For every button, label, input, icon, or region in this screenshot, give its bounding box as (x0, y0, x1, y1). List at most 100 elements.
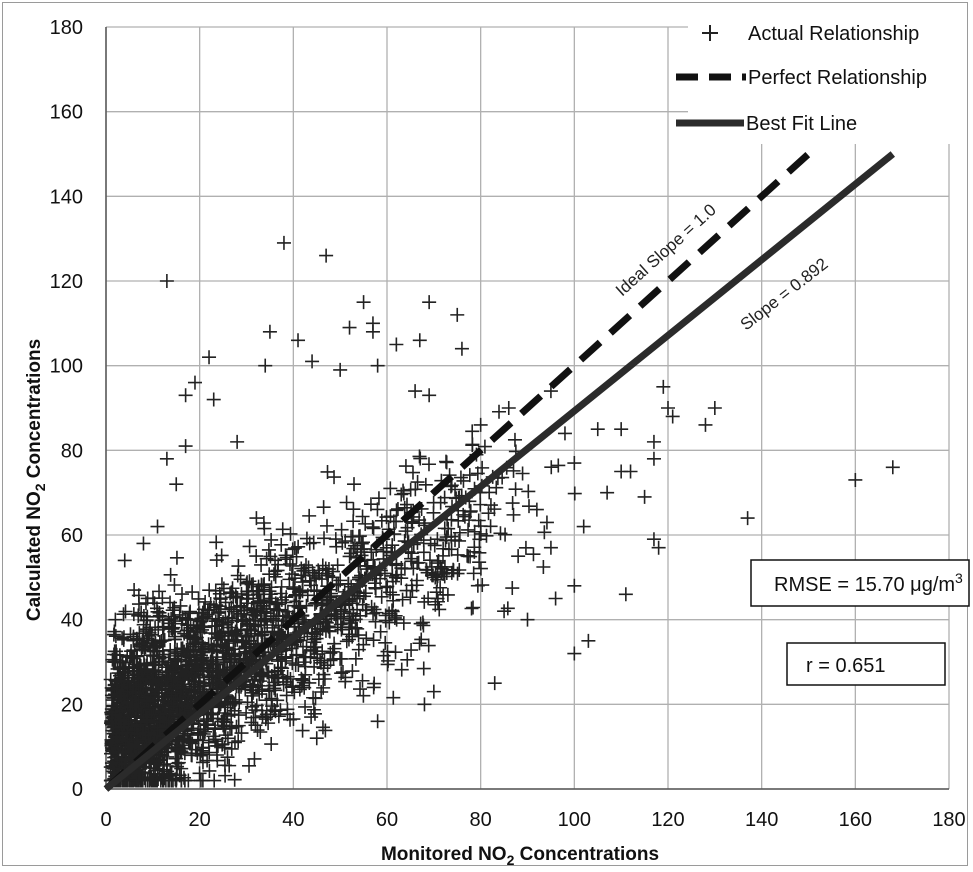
cloud-point (353, 608, 368, 623)
cloud-point (405, 465, 420, 480)
cloud-point (219, 655, 234, 670)
cloud-point (271, 557, 286, 572)
cloud-point (143, 676, 158, 691)
cloud-point (185, 585, 200, 600)
cloud-point (318, 723, 333, 738)
cloud-point (150, 720, 165, 735)
cloud-point (265, 699, 280, 714)
cloud-point (313, 622, 328, 637)
cloud-point (544, 460, 559, 475)
cloud-point (249, 549, 264, 564)
cloud-point (356, 688, 371, 703)
cloud-point (439, 455, 454, 470)
cloud-point (213, 628, 228, 643)
cloud-point (113, 712, 128, 727)
data-point (614, 422, 629, 437)
cloud-point (418, 477, 433, 492)
cloud-point (159, 713, 174, 728)
cloud-point (224, 721, 239, 736)
cloud-point (330, 609, 345, 624)
cloud-point (282, 572, 297, 587)
cloud-point (461, 522, 476, 537)
cloud-point (428, 570, 443, 585)
cloud-point (462, 468, 477, 483)
data-point (136, 536, 151, 551)
cloud-point (310, 647, 325, 662)
cloud-point (254, 628, 269, 643)
cloud-point (405, 583, 420, 598)
data-point (473, 417, 488, 432)
cloud-point (127, 660, 142, 675)
cloud-point (149, 757, 164, 772)
cloud-point (304, 578, 319, 593)
cloud-point (274, 537, 289, 552)
data-points (103, 235, 900, 788)
data-point (848, 472, 863, 487)
cloud-point (225, 611, 240, 626)
cloud-point (416, 618, 431, 633)
y-tick-labels: 0 20 40 60 80 100 120 140 160 180 (50, 17, 83, 801)
cloud-point (453, 470, 468, 485)
cloud-point (368, 614, 383, 629)
cloud-point (521, 499, 536, 514)
data-point (581, 633, 596, 648)
svg-text:RMSE = 15.70 μg/m3: RMSE = 15.70 μg/m3 (774, 570, 963, 596)
cloud-point (325, 570, 340, 585)
cloud-point (129, 718, 144, 733)
cloud-point (140, 712, 155, 727)
cloud-point (256, 668, 271, 683)
data-point (740, 511, 755, 526)
data-point (623, 464, 638, 479)
cloud-point (250, 594, 265, 609)
cloud-point (248, 703, 263, 718)
data-point (665, 409, 680, 424)
cloud-point (106, 627, 121, 642)
cloud-point (247, 607, 262, 622)
cloud-point (259, 707, 274, 722)
data-point (422, 388, 437, 403)
cloud-point (359, 603, 374, 618)
cloud-point (109, 681, 124, 696)
cloud-point (271, 603, 286, 618)
cloud-point (299, 598, 314, 613)
cloud-point (135, 640, 150, 655)
cloud-point (463, 504, 478, 519)
cloud-point (279, 688, 294, 703)
cloud-point (456, 473, 471, 488)
cloud-point (434, 564, 449, 579)
cloud-point (164, 611, 179, 626)
cloud-point (304, 710, 319, 725)
cloud-point (211, 604, 226, 619)
cloud-point (339, 634, 354, 649)
cloud-point (481, 506, 496, 521)
cloud-point (209, 631, 224, 646)
cloud-point (464, 601, 479, 616)
r-text: r = 0.651 (806, 655, 886, 677)
cloud-point (335, 535, 350, 550)
cloud-point (413, 451, 428, 466)
cloud-point (222, 758, 237, 773)
data-point (707, 401, 722, 415)
cloud-point (193, 748, 208, 763)
cloud-point (306, 690, 321, 705)
rmse-superscript: 3 (955, 570, 963, 586)
cloud-point (127, 723, 142, 738)
data-point (230, 434, 245, 449)
cloud-point (268, 569, 283, 584)
cloud-point (273, 586, 288, 601)
cloud-point (161, 655, 176, 670)
cloud-point (254, 557, 269, 572)
data-point (637, 489, 652, 504)
cloud-point (397, 561, 412, 576)
cloud-point (385, 587, 400, 602)
legend-item-perfect: Perfect Relationship (748, 67, 927, 89)
cloud-point (133, 677, 148, 692)
y-tick-label: 100 (50, 356, 83, 378)
cloud-point (314, 572, 329, 587)
cloud-point (342, 549, 357, 564)
cloud-point (330, 558, 345, 573)
cloud-point (169, 771, 184, 786)
cloud-point (435, 548, 450, 563)
cloud-point (275, 661, 290, 676)
